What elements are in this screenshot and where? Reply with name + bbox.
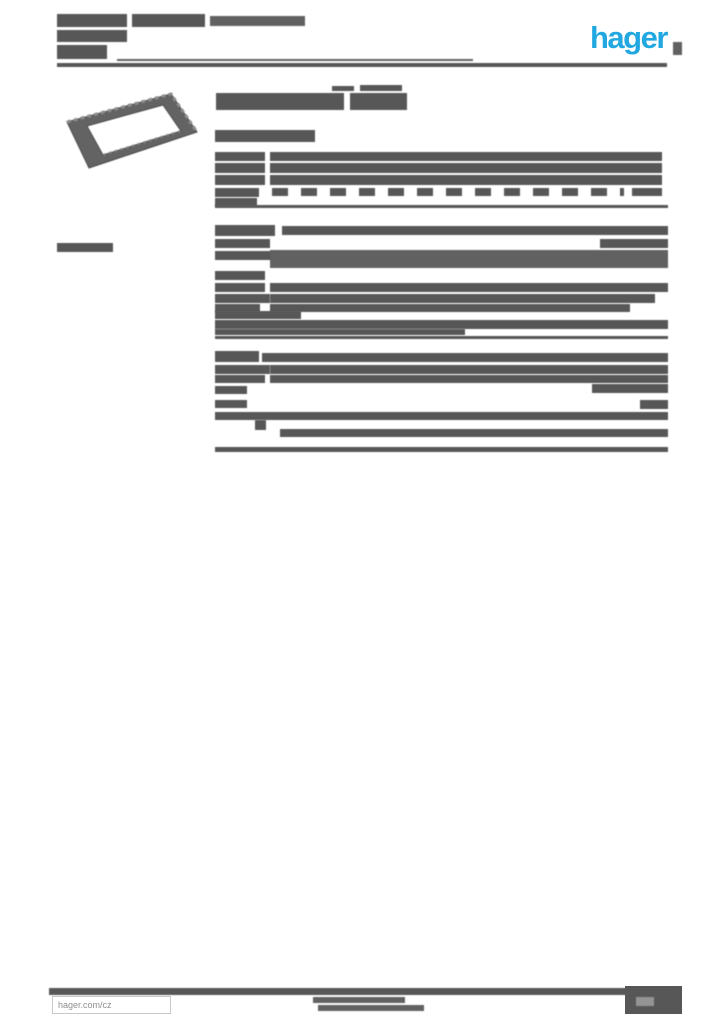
header-ref-line — [57, 45, 107, 59]
frame-inner-edge — [102, 130, 182, 156]
s3-text-line — [215, 412, 668, 420]
s3-checkbox-glyph — [255, 420, 266, 430]
frame-serration-highlight — [66, 92, 199, 133]
footer-note-line-1 — [313, 997, 405, 1003]
section1-heading — [215, 130, 315, 142]
s1-value-3 — [270, 175, 662, 185]
s3-value-3-right — [592, 384, 668, 393]
s2-label-3 — [215, 251, 273, 260]
s1-label-4 — [215, 188, 259, 197]
footer-rule — [49, 988, 680, 995]
s3-label-2 — [215, 375, 265, 383]
hager-logo-text: hager — [590, 20, 668, 55]
footer-website-box[interactable]: hager.com/cz — [52, 996, 171, 1014]
header-title-line-1c — [210, 16, 305, 26]
s1-label-2 — [215, 163, 265, 173]
s2-wrap-line — [215, 311, 301, 319]
s2-row1-value — [282, 226, 668, 235]
footer-website-label[interactable]: hager.com/cz — [58, 1000, 112, 1010]
s3-label-4 — [215, 400, 247, 408]
s3-label-3 — [215, 386, 247, 394]
s1-value-1 — [270, 152, 662, 161]
s1-value-4-dashed — [272, 188, 624, 196]
section2-heading — [215, 225, 275, 236]
s2-label-6 — [215, 294, 270, 303]
hager-logo: hager — [590, 20, 668, 55]
sidebar-category-label — [57, 243, 113, 252]
hager-logo-gray-mark-icon — [673, 42, 682, 55]
s2-value-3 — [270, 250, 668, 268]
s1-label-1 — [215, 152, 265, 161]
s2-label-5 — [215, 283, 265, 292]
section3-heading — [215, 351, 259, 362]
s2-label-2 — [215, 239, 270, 248]
s3-value-2 — [270, 375, 668, 383]
header-title-line-1b — [132, 14, 205, 27]
product-title-word-2 — [350, 93, 407, 110]
header-rule — [57, 63, 667, 67]
s2-value-5 — [270, 283, 668, 292]
s2-value-6 — [270, 294, 655, 303]
s2-label-7 — [215, 304, 260, 312]
product-title-diacritic-2 — [360, 85, 402, 91]
page-number-mark — [636, 997, 654, 1006]
s3-rule — [215, 447, 668, 452]
s2-text-line-2 — [215, 329, 465, 335]
header-subtitle-line — [57, 30, 127, 42]
s2-rule — [215, 336, 668, 339]
header-fineprint-line — [117, 59, 473, 61]
product-frame-image — [66, 92, 199, 169]
s3-value-4-right — [640, 400, 668, 409]
s2-text-line-1 — [215, 320, 668, 329]
s1-value-2 — [270, 163, 662, 173]
s1-rule — [215, 205, 668, 208]
s3-label-1 — [215, 365, 270, 374]
s2-label-4 — [215, 271, 265, 280]
s3-value-1 — [270, 365, 668, 374]
s1-value-4-right — [632, 188, 662, 196]
s3-row0-text — [262, 353, 668, 362]
product-title-diacritic-1 — [332, 86, 354, 91]
s1-label-5 — [215, 198, 257, 206]
s3-note-line — [280, 429, 668, 437]
footer-note-line-2 — [318, 1005, 424, 1011]
s2-value-2-right — [600, 239, 668, 248]
s2-value-7 — [270, 304, 630, 312]
header-title-line-1a — [57, 14, 127, 27]
product-title-word-1 — [216, 93, 344, 110]
s1-label-3 — [215, 175, 265, 185]
